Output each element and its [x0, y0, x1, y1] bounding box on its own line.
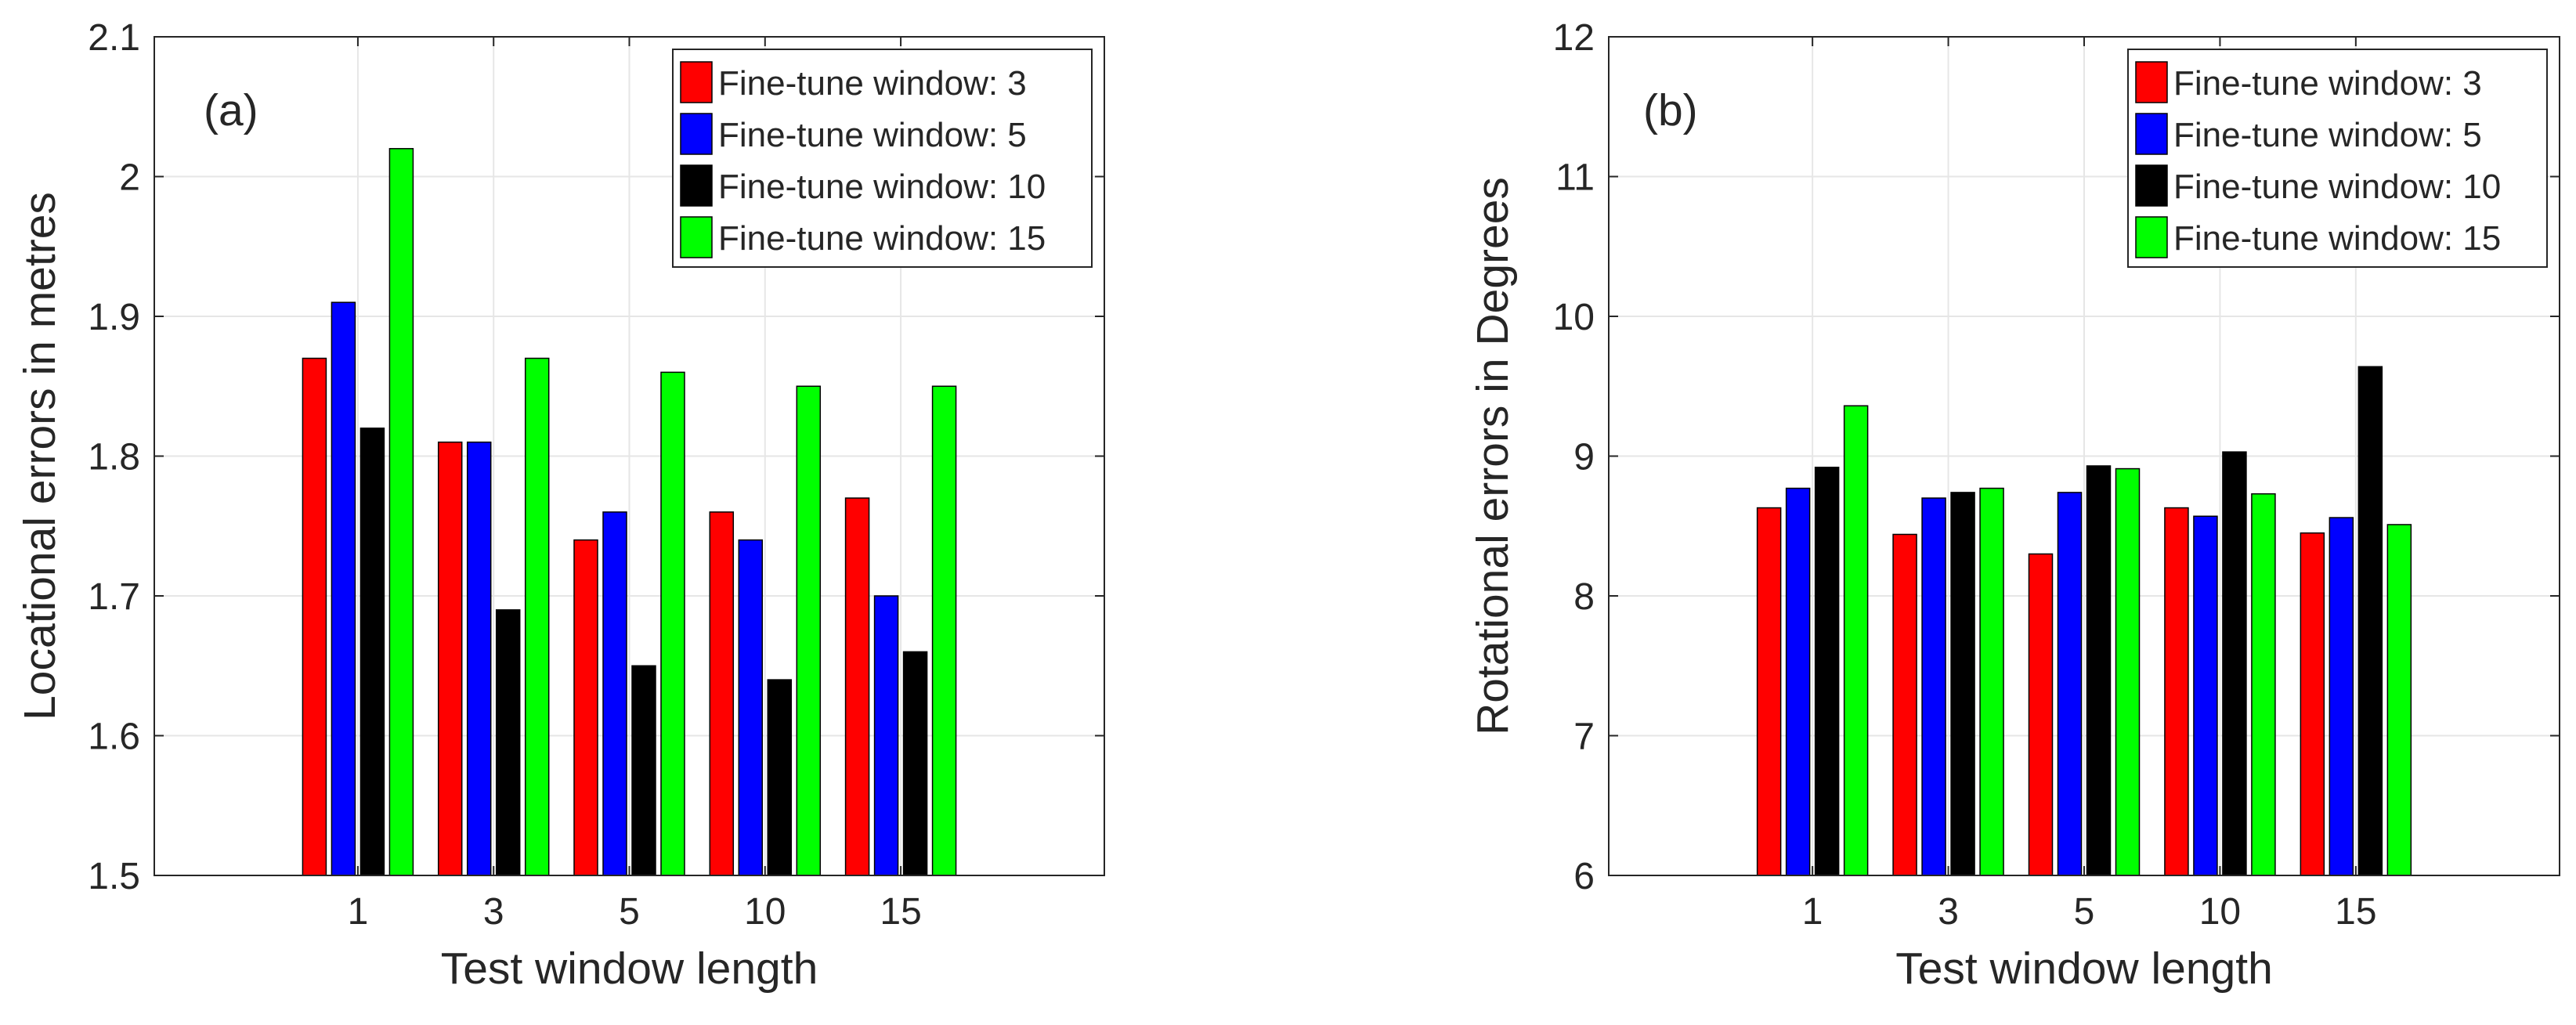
- legend-label: Fine-tune window: 5: [718, 116, 1027, 154]
- bar: [1892, 533, 1917, 876]
- legend-swatch: [2135, 61, 2168, 103]
- bar: [524, 357, 550, 876]
- bar: [2086, 465, 2112, 876]
- bar: [2057, 492, 2083, 876]
- bar: [796, 385, 822, 876]
- bar: [767, 679, 793, 876]
- bar: [2329, 517, 2354, 876]
- bar: [1814, 467, 1840, 876]
- chart-panel-a: 1.5 1.6 1.7 1.8 1.9 2 2.1 1 3 5 10 15 Test window le…: [15, 17, 1105, 994]
- y-axis-label: Locational errors in metres: [15, 192, 65, 720]
- legend-box: [672, 49, 1093, 268]
- y-tick-label: 12: [1553, 17, 1595, 59]
- legend-swatch: [2135, 113, 2168, 155]
- axes-box: [154, 36, 1105, 876]
- y-tick-label: 1.9: [88, 297, 140, 338]
- bar: [2028, 553, 2054, 876]
- x-tick-label: 15: [2335, 891, 2376, 933]
- bar: [873, 595, 899, 876]
- x-tick-label: 5: [2074, 891, 2095, 933]
- bar: [2300, 532, 2325, 876]
- legend-box: [2127, 49, 2548, 268]
- y-tick-label: 9: [1573, 437, 1595, 478]
- y-tick-label: 1.7: [88, 576, 140, 618]
- bar: [844, 497, 870, 876]
- x-tick-label: 15: [880, 891, 921, 933]
- x-axis-label: Test window length: [1895, 944, 2273, 994]
- bar: [660, 371, 685, 876]
- bar: [2164, 507, 2189, 876]
- legend-label: Fine-tune window: 3: [2173, 64, 2482, 103]
- x-tick-label: 3: [483, 891, 504, 933]
- bar: [902, 651, 928, 876]
- bar: [602, 511, 627, 876]
- legend-swatch: [680, 216, 713, 258]
- y-tick-label: 2.1: [88, 17, 140, 59]
- y-tick-label: 2: [119, 157, 140, 199]
- bar: [709, 511, 735, 876]
- y-tick-label: 7: [1573, 716, 1595, 758]
- bar: [1843, 405, 1869, 876]
- bar: [2386, 524, 2412, 876]
- legend-swatch: [680, 113, 713, 155]
- legend-swatch: [680, 61, 713, 103]
- bar: [1950, 492, 1975, 876]
- bar: [573, 539, 598, 876]
- y-axis-label: Rotational errors in Degrees: [1468, 177, 1518, 735]
- bar: [1785, 487, 1811, 876]
- legend-swatch: [2135, 164, 2168, 207]
- bar: [1921, 497, 1946, 876]
- panel-label: (a): [204, 85, 258, 135]
- bar: [331, 301, 356, 876]
- bar: [931, 385, 957, 876]
- y-tick-label: 8: [1573, 576, 1595, 618]
- x-tick-label: 3: [1938, 891, 1959, 933]
- bar: [2193, 515, 2218, 876]
- axes-box: [1608, 36, 2560, 876]
- bar: [2251, 493, 2276, 876]
- bar: [2222, 451, 2247, 876]
- y-tick-label: 11: [1555, 157, 1595, 199]
- panel-label: (b): [1643, 85, 1698, 135]
- bar: [631, 665, 656, 876]
- bar: [359, 428, 385, 876]
- legend-swatch: [680, 164, 713, 207]
- y-tick-label: 1.8: [88, 437, 140, 478]
- legend-label: Fine-tune window: 5: [2173, 116, 2482, 154]
- y-tick-label: 10: [1553, 297, 1595, 338]
- x-tick-label: 10: [744, 891, 786, 933]
- x-tick-label: 5: [619, 891, 640, 933]
- bar: [437, 441, 463, 876]
- bar: [466, 441, 492, 876]
- bar: [2115, 467, 2141, 876]
- bar: [1979, 487, 2004, 876]
- legend-label: Fine-tune window: 10: [2173, 168, 2501, 206]
- bar: [738, 539, 764, 876]
- legend-label: Fine-tune window: 3: [718, 64, 1027, 103]
- bar: [388, 148, 414, 876]
- x-tick-label: 1: [348, 891, 369, 933]
- legend-label: Fine-tune window: 10: [718, 168, 1046, 206]
- bar: [1756, 507, 1782, 876]
- legend-label: Fine-tune window: 15: [2173, 219, 2501, 258]
- bar: [302, 357, 327, 876]
- legend-label: Fine-tune window: 15: [718, 219, 1046, 258]
- y-tick-label: 1.5: [88, 856, 140, 897]
- y-tick-label: 1.6: [88, 716, 140, 758]
- bar: [2357, 366, 2383, 876]
- x-tick-label: 10: [2199, 891, 2241, 933]
- legend-swatch: [2135, 216, 2168, 258]
- x-tick-label: 1: [1802, 891, 1823, 933]
- y-tick-label: 6: [1573, 856, 1595, 897]
- bar: [495, 609, 521, 876]
- x-axis-label: Test window length: [441, 944, 818, 994]
